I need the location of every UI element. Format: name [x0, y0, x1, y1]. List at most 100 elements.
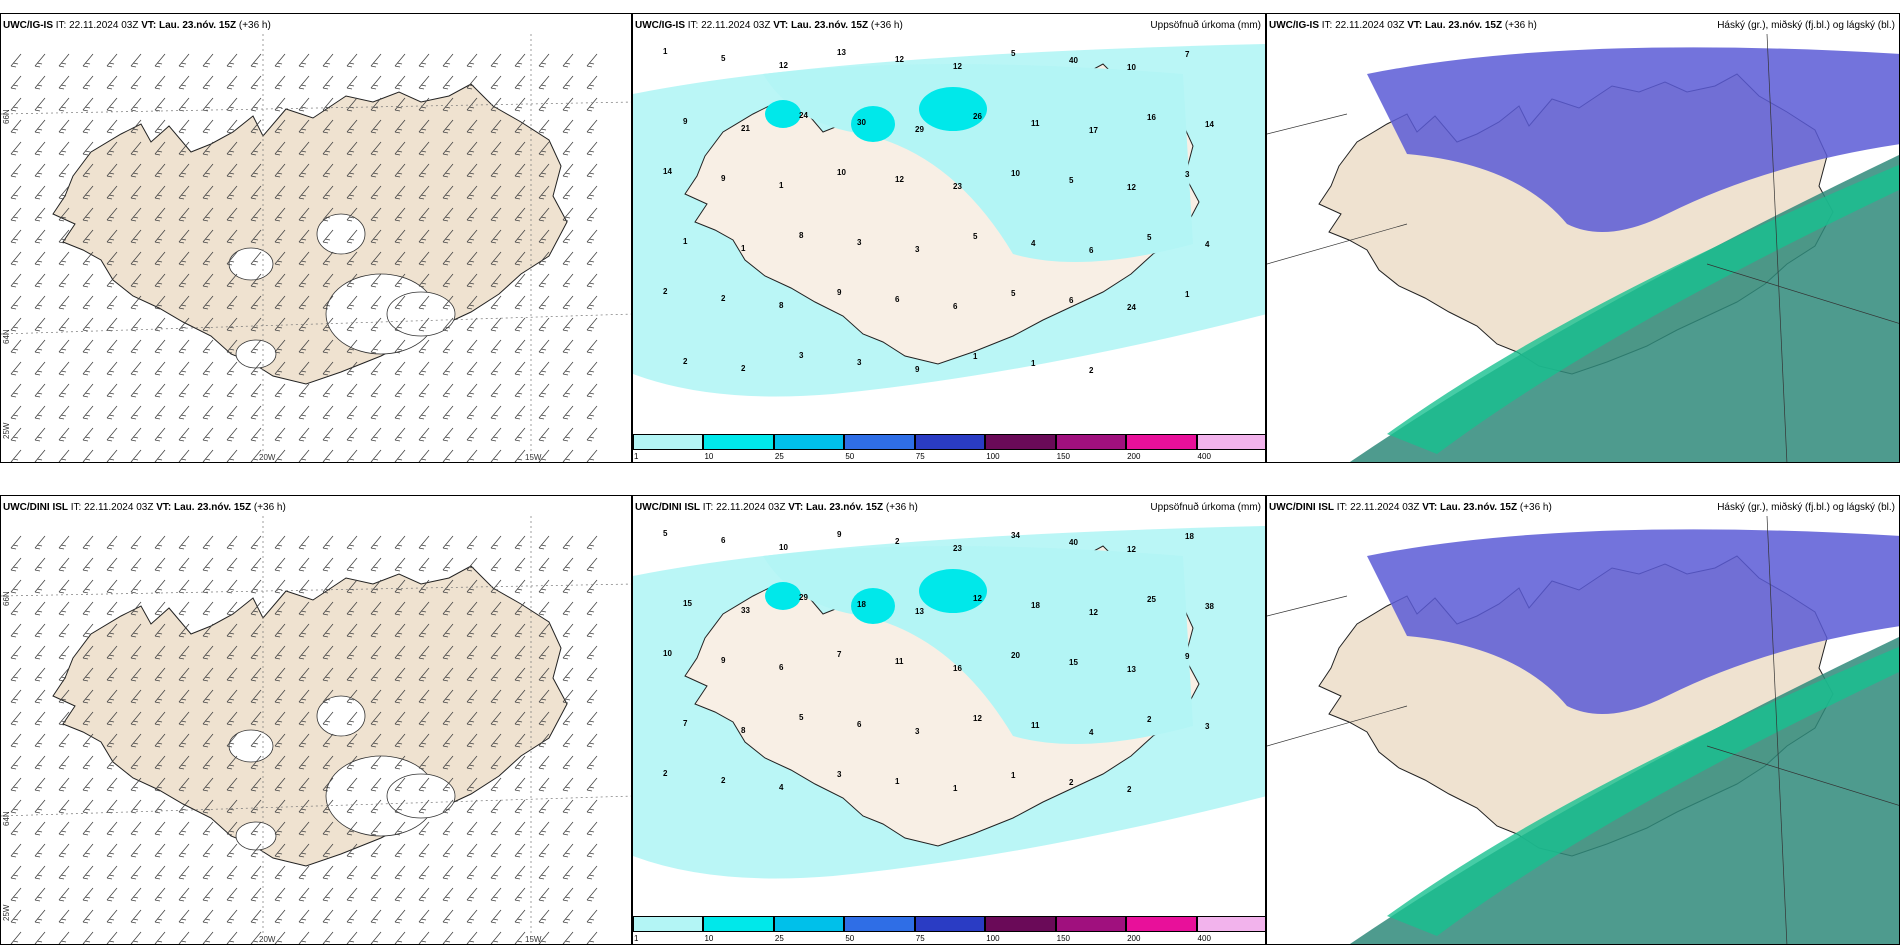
wind-barb [346, 53, 358, 68]
precip-value: 2 [663, 769, 668, 778]
wind-barb [34, 97, 46, 112]
wind-barb [202, 601, 214, 616]
wind-barb [34, 383, 46, 398]
wind-barb [82, 229, 94, 244]
wind-barb [298, 733, 310, 748]
wind-barb [226, 317, 238, 332]
precip-value: 1 [895, 777, 900, 786]
axis-label: 64N [2, 329, 11, 344]
wind-barb [466, 865, 478, 880]
precip-value: 11 [1031, 119, 1040, 128]
wind-barb [226, 361, 238, 376]
wind-barb [130, 185, 142, 200]
wind-barb [346, 535, 358, 550]
precip-value: 3 [915, 727, 920, 736]
wind-barb [58, 229, 70, 244]
wind-barb [418, 535, 430, 550]
wind-barb [130, 821, 142, 836]
wind-barb [274, 623, 286, 638]
wind-barb [466, 119, 478, 134]
wind-barb [514, 361, 526, 376]
wind-barb [562, 579, 574, 594]
colorbar-cell [1126, 916, 1197, 932]
lead-time: (+36 h) [870, 20, 903, 31]
wind-barb [274, 931, 286, 944]
wind-barb [490, 185, 502, 200]
wind-barb [394, 405, 406, 420]
wind-barb [130, 229, 142, 244]
wind-barb [82, 645, 94, 660]
wind-barb [346, 689, 358, 704]
wind-barb [586, 799, 598, 814]
wind-barb [226, 141, 238, 156]
wind-barb [514, 667, 526, 682]
wind-barb [298, 295, 310, 310]
wind-barb [394, 623, 406, 638]
wind-barb [346, 383, 358, 398]
wind-barb [586, 777, 598, 792]
graticule-line [1, 795, 631, 817]
wind-barb [34, 931, 46, 944]
precip-value: 6 [857, 720, 862, 729]
axis-label: 64N [2, 811, 11, 826]
colorbar-tick: 50 [845, 934, 855, 943]
precip-value: 38 [1205, 602, 1214, 611]
wind-barb [562, 733, 574, 748]
wind-barb [442, 557, 454, 572]
wind-barb [490, 427, 502, 442]
precip-value: 17 [1089, 126, 1098, 135]
wind-barb [154, 755, 166, 770]
wind-barb [106, 53, 118, 68]
wind-barb [106, 535, 118, 550]
it-label: IT: [1336, 502, 1348, 513]
wind-barb [442, 887, 454, 902]
wind-barb [178, 185, 190, 200]
wind-barb [298, 449, 310, 462]
wind-barb [34, 777, 46, 792]
wind-barb [10, 295, 22, 310]
wind-barb [130, 449, 142, 462]
wind-barb [394, 449, 406, 462]
wind-barb [106, 667, 118, 682]
wind-barb [82, 623, 94, 638]
wind-barb [466, 535, 478, 550]
glacier-patch [235, 821, 277, 851]
precip-value: 13 [1127, 665, 1136, 674]
wind-barb [202, 427, 214, 442]
wind-barb [250, 295, 262, 310]
wind-barb [202, 185, 214, 200]
precip-value: 10 [663, 649, 672, 658]
wind-barb [10, 887, 22, 902]
wind-barb [346, 777, 358, 792]
wind-barb [322, 185, 334, 200]
wind-barb [106, 579, 118, 594]
wind-barb [418, 141, 430, 156]
wind-barb [418, 53, 430, 68]
wind-barb [394, 141, 406, 156]
wind-barb [58, 777, 70, 792]
wind-barb [10, 119, 22, 134]
wind-barb [106, 207, 118, 222]
wind-barb [82, 75, 94, 90]
wind-barb [514, 777, 526, 792]
wind-barb [562, 427, 574, 442]
precip-value: 12 [953, 62, 962, 71]
precip-value: 30 [857, 118, 866, 127]
wind-barb [274, 711, 286, 726]
wind-barb [58, 711, 70, 726]
wind-barb [514, 405, 526, 420]
wind-barb [82, 689, 94, 704]
wind-barb [226, 229, 238, 244]
glacier-patch [386, 291, 456, 337]
precip-value: 15 [683, 599, 692, 608]
wind-barb [442, 405, 454, 420]
wind-barb [154, 711, 166, 726]
wind-barb [106, 141, 118, 156]
wind-barb [298, 931, 310, 944]
colorbar-tick: 150 [1056, 452, 1071, 461]
wind-barb [154, 689, 166, 704]
wind-barb [178, 339, 190, 354]
wind-barb [274, 141, 286, 156]
wind-barb [490, 909, 502, 924]
cloud-map [1267, 33, 1899, 462]
